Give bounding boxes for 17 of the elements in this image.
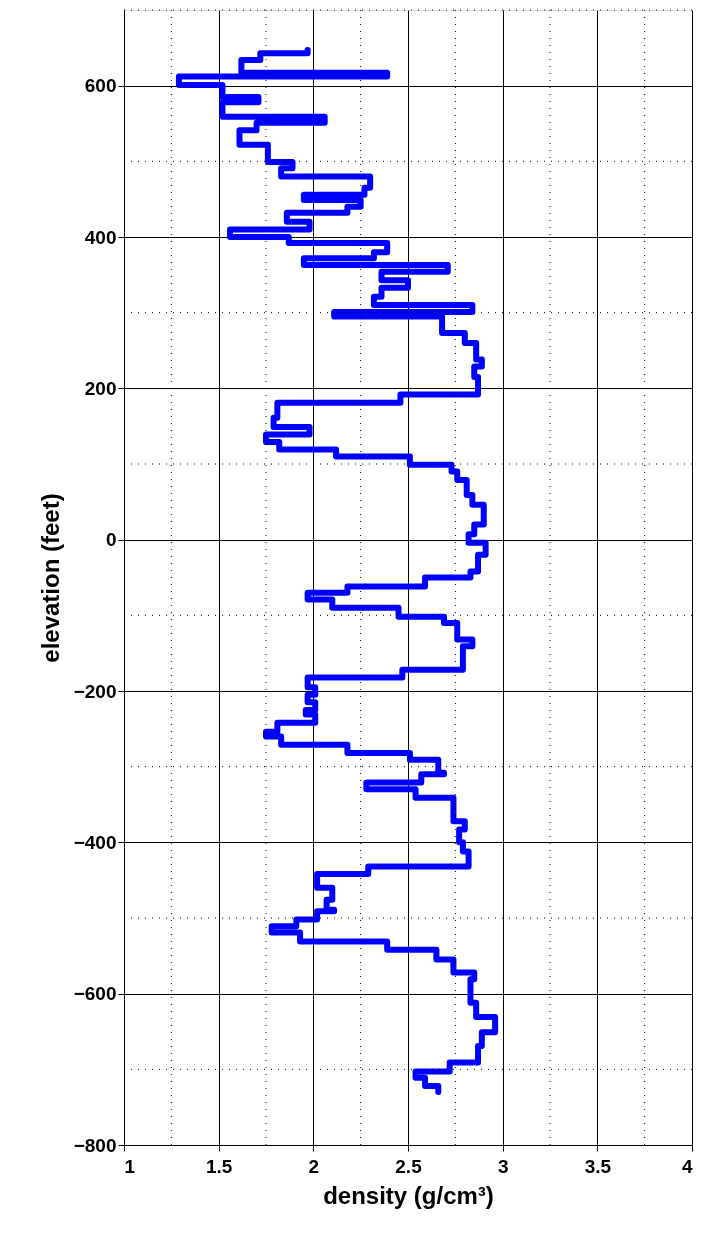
- y-tick-label: 200: [84, 377, 117, 399]
- x-tick-label: 2.5: [395, 1155, 423, 1177]
- x-tick-label: 4: [681, 1155, 693, 1177]
- x-tick-label: 1.5: [205, 1155, 233, 1177]
- x-tick-label: 3.5: [584, 1155, 612, 1177]
- y-tick-label: 0: [105, 529, 117, 551]
- x-axis-title: density (g/cm³): [323, 1181, 494, 1209]
- y-tick-label: −200: [73, 680, 117, 702]
- y-tick-label: 400: [84, 226, 117, 248]
- y-axis-title: elevation (feet): [36, 493, 64, 663]
- y-tick-label: −400: [73, 831, 117, 853]
- x-tick-label: 2: [308, 1155, 320, 1177]
- x-tick-label: 3: [497, 1155, 509, 1177]
- y-tick-label: 600: [84, 75, 117, 97]
- y-tick-label: −800: [73, 1134, 117, 1156]
- x-tick-label: 1: [124, 1155, 136, 1177]
- y-tick-label: −600: [73, 983, 117, 1005]
